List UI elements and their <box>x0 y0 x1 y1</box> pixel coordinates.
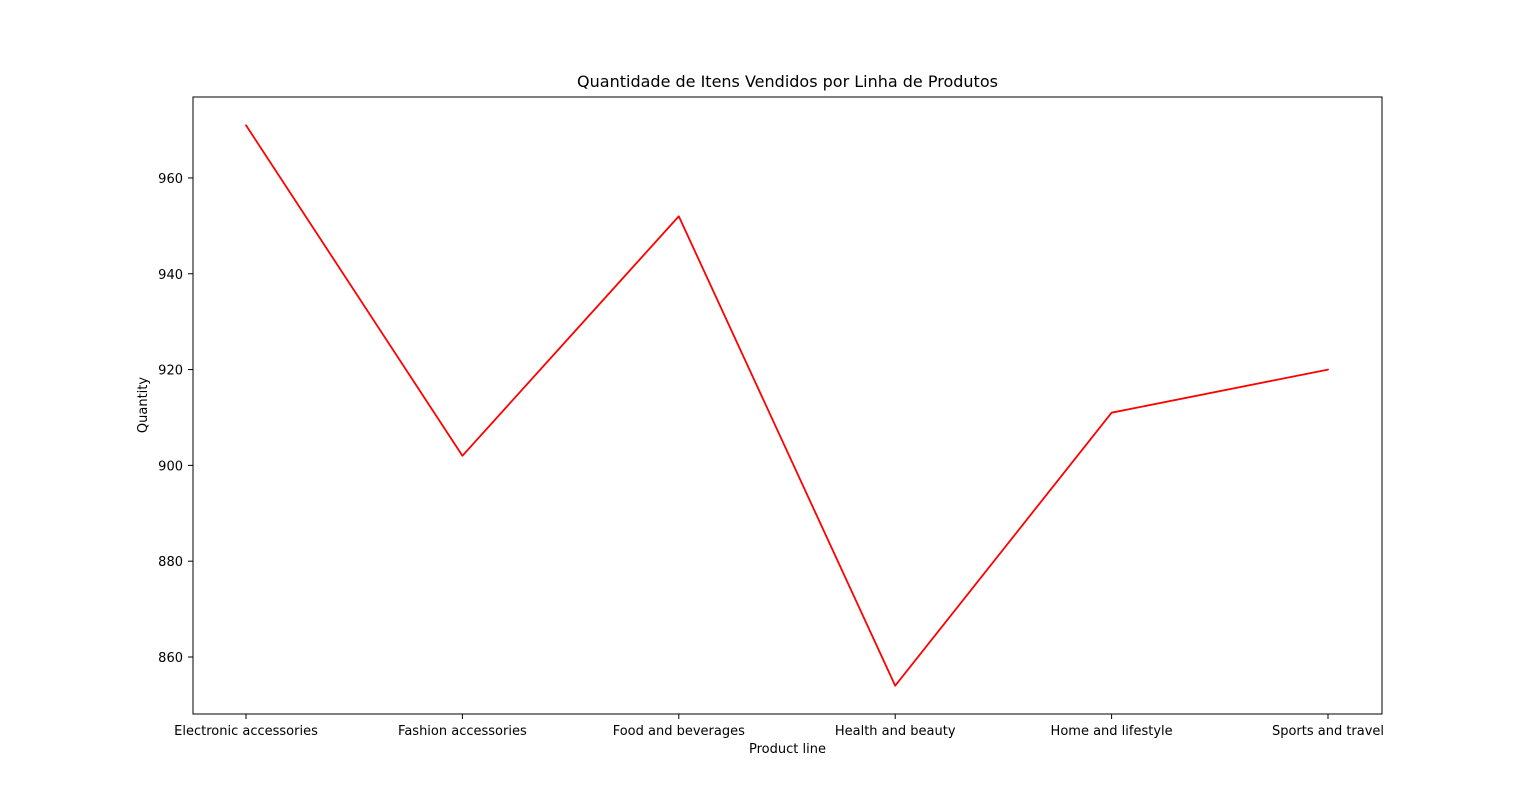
x-tick-label: Electronic accessories <box>174 724 318 739</box>
x-tick-label: Fashion accessories <box>398 724 527 739</box>
chart-title: Quantidade de Itens Vendidos por Linha d… <box>577 72 998 91</box>
x-axis-label: Product line <box>749 742 826 757</box>
y-tick-label: 920 <box>158 364 183 379</box>
y-tick-label: 940 <box>158 268 183 283</box>
plot-frame <box>193 97 1382 714</box>
y-tick-label: 960 <box>158 172 183 187</box>
y-tick-label: 900 <box>158 459 183 474</box>
x-tick-label: Health and beauty <box>835 724 956 739</box>
y-tick-label: 880 <box>158 555 183 570</box>
x-tick-label: Food and beverages <box>613 724 745 739</box>
y-axis-label: Quantity <box>136 377 151 433</box>
plot-area: Electronic accessories Fashion accessorie… <box>158 97 1384 739</box>
x-tick-label: Sports and travel <box>1272 724 1384 739</box>
y-tick-label: 860 <box>158 651 183 666</box>
x-tick-label: Home and lifestyle <box>1051 724 1173 739</box>
series-line <box>246 125 1328 685</box>
